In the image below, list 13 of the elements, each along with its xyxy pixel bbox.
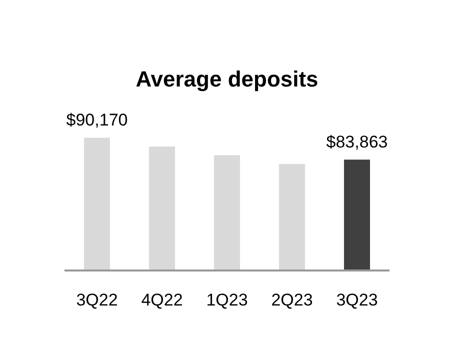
chart-title: Average deposits	[136, 66, 318, 92]
x-tick-label: 2Q23	[271, 290, 313, 310]
bar	[84, 138, 110, 270]
x-tick-label: 1Q23	[206, 290, 248, 310]
bar	[214, 155, 240, 270]
x-tick-label: 3Q22	[76, 290, 118, 310]
annotation: $83,863	[326, 132, 388, 152]
x-tick-label: 4Q22	[141, 290, 183, 310]
bar	[344, 160, 370, 270]
x-tick-label: 3Q23	[336, 290, 378, 310]
bar	[279, 164, 305, 270]
annotation: $90,170	[66, 110, 128, 130]
bar	[149, 146, 175, 270]
